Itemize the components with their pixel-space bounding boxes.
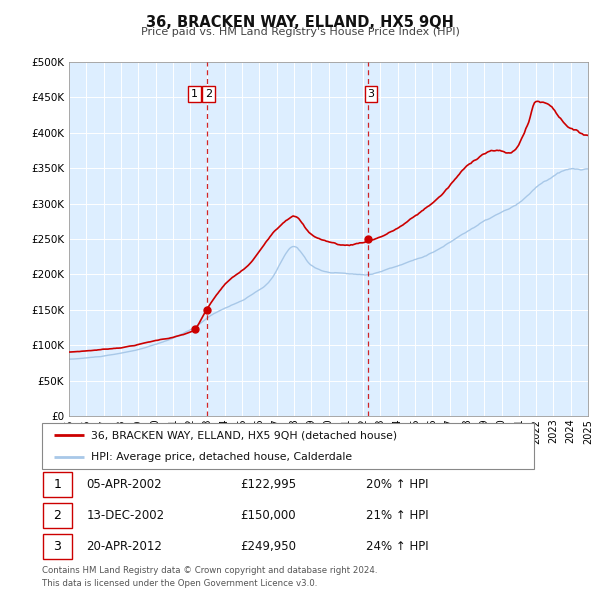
Bar	[43, 472, 72, 497]
Text: 20-APR-2012: 20-APR-2012	[86, 539, 162, 553]
Text: HPI: Average price, detached house, Calderdale: HPI: Average price, detached house, Cald…	[91, 451, 352, 461]
Text: £122,995: £122,995	[241, 478, 296, 491]
Text: 2: 2	[53, 509, 61, 522]
Text: 3: 3	[367, 89, 374, 99]
Text: 13-DEC-2002: 13-DEC-2002	[86, 509, 164, 522]
Bar	[43, 533, 72, 559]
Text: Contains HM Land Registry data © Crown copyright and database right 2024.: Contains HM Land Registry data © Crown c…	[42, 566, 377, 575]
Text: 2: 2	[205, 89, 212, 99]
Bar	[43, 503, 72, 528]
Text: 3: 3	[53, 539, 61, 553]
Text: 1: 1	[191, 89, 198, 99]
Text: 20% ↑ HPI: 20% ↑ HPI	[365, 478, 428, 491]
Text: Price paid vs. HM Land Registry's House Price Index (HPI): Price paid vs. HM Land Registry's House …	[140, 27, 460, 37]
Text: £249,950: £249,950	[241, 539, 296, 553]
Text: £150,000: £150,000	[241, 509, 296, 522]
Text: 36, BRACKEN WAY, ELLAND, HX5 9QH: 36, BRACKEN WAY, ELLAND, HX5 9QH	[146, 15, 454, 30]
Text: 1: 1	[53, 478, 61, 491]
Text: 21% ↑ HPI: 21% ↑ HPI	[365, 509, 428, 522]
Text: This data is licensed under the Open Government Licence v3.0.: This data is licensed under the Open Gov…	[42, 579, 317, 588]
Text: 05-APR-2002: 05-APR-2002	[86, 478, 162, 491]
Text: 24% ↑ HPI: 24% ↑ HPI	[365, 539, 428, 553]
Text: 36, BRACKEN WAY, ELLAND, HX5 9QH (detached house): 36, BRACKEN WAY, ELLAND, HX5 9QH (detach…	[91, 431, 397, 441]
